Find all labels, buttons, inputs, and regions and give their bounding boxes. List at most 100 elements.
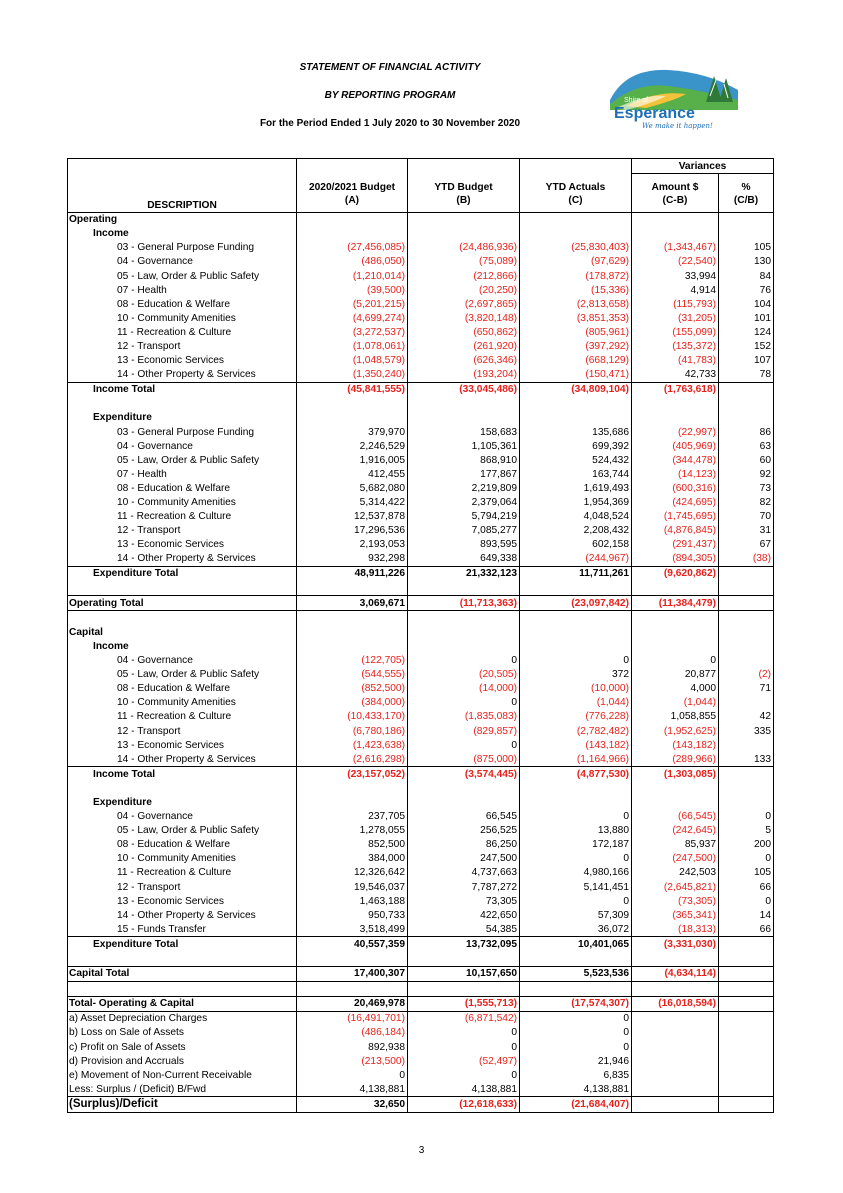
budget-cell: (45,841,555) — [296, 381, 408, 397]
variance-pct-cell: 335 — [718, 723, 774, 739]
spacer-row — [67, 781, 774, 796]
variance-amount-cell: 42,733 — [631, 367, 719, 383]
row-label: (Surplus)/Deficit — [67, 1096, 297, 1113]
row-label: 13 - Economic Services — [67, 353, 297, 368]
table-row: 12 - Transport 19,546,037 7,787,272 5,141,4… — [67, 880, 774, 895]
report-period: For the Period Ended 1 July 2020 to 30 N… — [259, 118, 521, 129]
row-label: b) Loss on Sale of Assets — [67, 1025, 297, 1041]
variance-pct-cell: 0 — [718, 809, 774, 824]
variance-amount-cell: (344,478) — [631, 453, 719, 468]
ytd-actuals-cell: (15,336) — [519, 283, 632, 298]
ytd-actuals-cell: (143,182) — [519, 738, 632, 753]
ytd-actuals-cell: (1,044) — [519, 695, 632, 710]
table-row: 13 - Economic Services (1,423,638) 0 (143,1… — [67, 738, 774, 753]
total-row: (Surplus)/Deficit 32,650 (12,618,633) (21,6… — [67, 1096, 774, 1113]
ytd-actuals-cell: (805,961) — [519, 325, 632, 340]
variance-pct-cell — [718, 410, 774, 425]
ytd-budget-cell: (193,204) — [407, 367, 520, 383]
budget-cell — [296, 211, 408, 227]
table-row: e) Movement of Non-Current Receivable 0 0 6… — [67, 1068, 774, 1083]
total-row: Expenditure Total 40,557,359 13,732,095 10,… — [67, 936, 774, 952]
ytd-budget-cell: (3,820,148) — [407, 311, 520, 326]
budget-cell: (5,201,215) — [296, 297, 408, 312]
ytd-budget-cell: 868,910 — [407, 453, 520, 468]
total-row: Operating Total 3,069,671 (11,713,363) (23,… — [67, 595, 774, 612]
ytd-actuals-cell: 0 — [519, 851, 632, 866]
col-ytd-budget-sub: (B) — [407, 193, 520, 213]
row-label: Income — [67, 226, 297, 241]
variance-pct-cell — [718, 1054, 774, 1069]
variance-amount-cell — [631, 625, 719, 640]
variance-pct-cell: 86 — [718, 425, 774, 440]
ytd-actuals-cell: (2,813,658) — [519, 297, 632, 312]
ytd-actuals-cell: 4,138,881 — [519, 1082, 632, 1097]
ytd-budget-cell: (11,713,363) — [407, 595, 520, 612]
variance-pct-cell: 105 — [718, 865, 774, 880]
variance-pct-cell — [718, 795, 774, 810]
ytd-actuals-cell: 4,980,166 — [519, 865, 632, 880]
budget-cell: (852,500) — [296, 681, 408, 696]
ytd-budget-cell: 0 — [407, 695, 520, 710]
budget-cell: (486,184) — [296, 1025, 408, 1041]
table-row: 11 - Recreation & Culture (3,272,537) (650… — [67, 325, 774, 340]
col-pct: % — [718, 173, 774, 194]
row-label: 14 - Other Property & Services — [67, 367, 297, 383]
row-label: 12 - Transport — [67, 723, 297, 739]
ytd-actuals-cell — [519, 981, 632, 997]
row-label: 12 - Transport — [67, 339, 297, 354]
variance-amount-cell: (3,331,030) — [631, 936, 719, 952]
ytd-budget-cell: (12,618,633) — [407, 1096, 520, 1113]
row-label: 10 - Community Amenities — [67, 695, 297, 710]
variance-amount-cell: (22,540) — [631, 254, 719, 269]
ytd-actuals-cell: 13,880 — [519, 823, 632, 838]
ytd-budget-cell — [407, 610, 520, 626]
budget-cell: 1,463,188 — [296, 894, 408, 909]
variance-pct-cell: 200 — [718, 837, 774, 852]
ytd-actuals-cell: 5,523,536 — [519, 965, 632, 982]
ytd-budget-cell: (1,555,713) — [407, 995, 520, 1012]
row-label: 15 - Funds Transfer — [67, 922, 297, 937]
ytd-budget-cell: 21,332,123 — [407, 565, 520, 582]
budget-cell: (27,456,085) — [296, 240, 408, 255]
table-row: 08 - Education & Welfare 852,500 86,250 172… — [67, 837, 774, 852]
ytd-actuals-cell: 5,141,451 — [519, 880, 632, 895]
variance-amount-cell: (16,018,594) — [631, 995, 719, 1012]
table-row: 13 - Economic Services (1,048,579) (626,34… — [67, 353, 774, 368]
table-row: 07 - Health 412,455 177,867 163,744 (14,123)… — [67, 467, 774, 482]
col-budget: 2020/2021 Budget — [296, 173, 408, 194]
row-label — [67, 951, 297, 967]
row-label: 13 - Economic Services — [67, 537, 297, 552]
budget-cell: 852,500 — [296, 837, 408, 852]
table-row: 10 - Community Amenities (384,000) 0 (1,044… — [67, 695, 774, 710]
budget-cell: 5,314,422 — [296, 495, 408, 510]
row-label — [67, 781, 297, 796]
variance-amount-cell: (242,645) — [631, 823, 719, 838]
variance-amount-cell: (1,763,618) — [631, 381, 719, 397]
variance-amount-cell: (66,545) — [631, 809, 719, 824]
variance-pct-cell — [718, 1040, 774, 1055]
table-row: 05 - Law, Order & Public Safety (544,555)… — [67, 667, 774, 682]
ytd-budget-cell — [407, 951, 520, 967]
budget-cell — [296, 639, 408, 654]
table-row: 10 - Community Amenities (4,699,274) (3,82… — [67, 311, 774, 326]
ytd-actuals-cell — [519, 625, 632, 640]
table-row: Less: Surplus / (Deficit) B/Fwd 4,138,881… — [67, 1082, 774, 1097]
ytd-actuals-cell: 0 — [519, 894, 632, 909]
variance-pct-cell: 133 — [718, 752, 774, 767]
row-label: 11 - Recreation & Culture — [67, 509, 297, 524]
ytd-actuals-cell: 372 — [519, 667, 632, 682]
variance-pct-cell — [718, 653, 774, 668]
row-label: 14 - Other Property & Services — [67, 551, 297, 567]
ytd-actuals-cell: 10,401,065 — [519, 936, 632, 952]
ytd-actuals-cell: 524,432 — [519, 453, 632, 468]
budget-cell: 48,911,226 — [296, 565, 408, 582]
variance-amount-cell: (41,783) — [631, 353, 719, 368]
variance-pct-cell — [718, 639, 774, 654]
row-label: 08 - Education & Welfare — [67, 681, 297, 696]
table-row: 05 - Law, Order & Public Safety (1,210,01… — [67, 268, 774, 284]
row-label: 14 - Other Property & Services — [67, 908, 297, 923]
budget-cell — [296, 581, 408, 596]
ytd-budget-cell: (24,486,936) — [407, 240, 520, 255]
ytd-budget-cell: (3,574,445) — [407, 766, 520, 782]
table-row: 13 - Economic Services 2,193,053 893,595 60… — [67, 537, 774, 552]
